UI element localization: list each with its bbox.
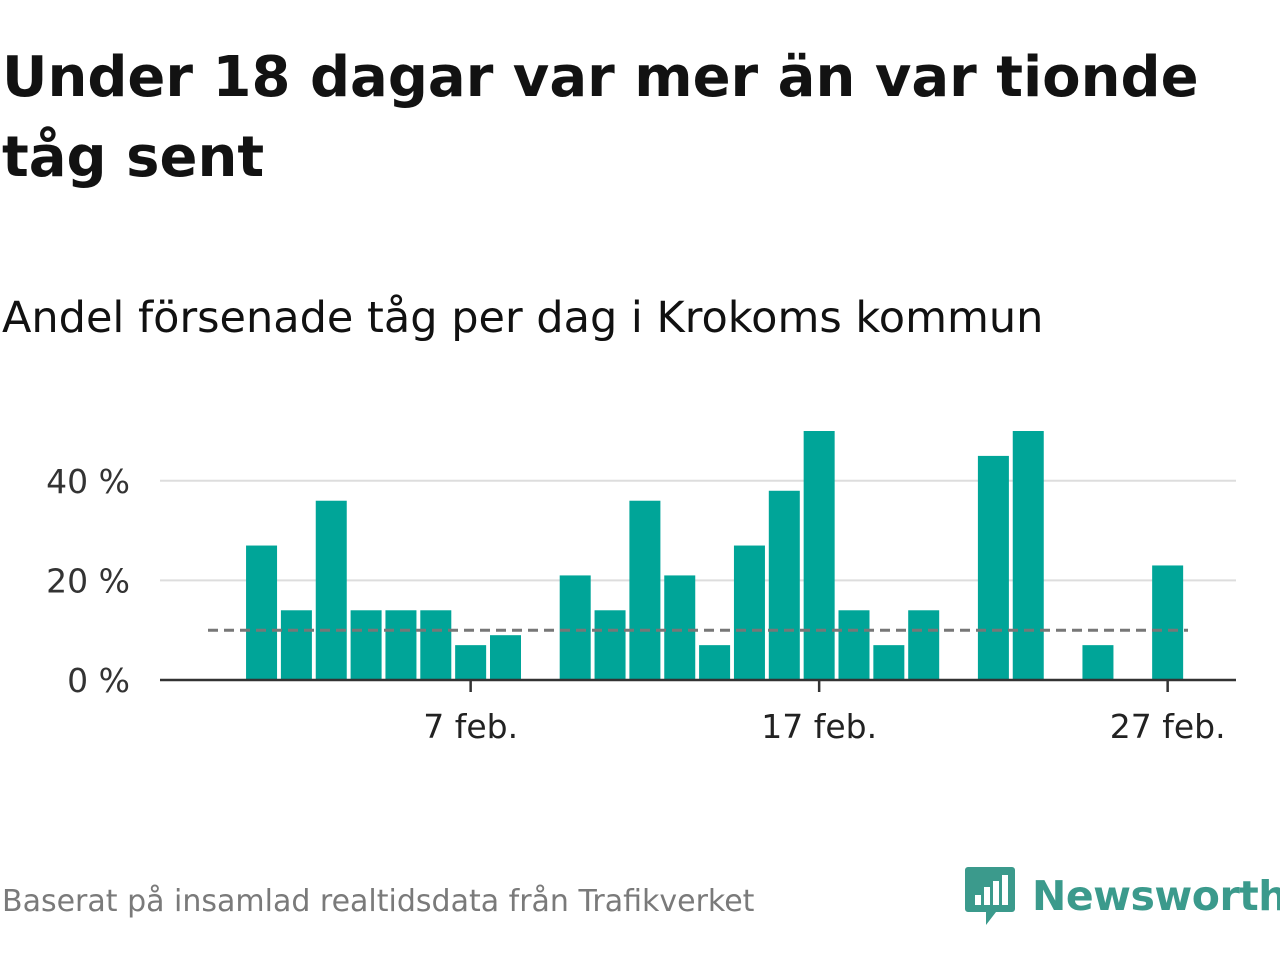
bar — [699, 645, 731, 680]
bar — [385, 610, 417, 680]
bar — [768, 490, 800, 680]
bar — [664, 575, 696, 680]
y-tick-label: 40 % — [46, 462, 130, 501]
x-tick-label: 27 feb. — [1110, 707, 1226, 746]
bar — [838, 610, 870, 680]
bar — [455, 645, 487, 680]
bar — [803, 431, 835, 680]
brand-logo: Newsworthy — [964, 864, 1280, 928]
bar-chart: 0 % 20 % 40 % 7 feb. 17 feb. 27 feb. — [46, 431, 1236, 746]
chart-title: Under 18 dagar var mer än var tionde tåg… — [2, 45, 1199, 190]
bar — [1082, 645, 1114, 680]
x-tick-label: 17 feb. — [761, 707, 877, 746]
bar — [490, 635, 521, 680]
axes: 0 % 20 % 40 % 7 feb. 17 feb. 27 feb. — [46, 462, 1236, 746]
bar — [873, 645, 905, 680]
newsworthy-logo-icon — [965, 867, 1015, 925]
bar — [733, 545, 765, 680]
bar — [977, 455, 1009, 680]
bar — [1152, 565, 1184, 680]
bar — [246, 545, 278, 680]
chart-subtitle: Andel försenade tåg per dag i Krokoms ko… — [2, 293, 1044, 343]
bars — [246, 431, 1184, 680]
bar — [350, 610, 382, 680]
bar — [908, 610, 940, 680]
bar — [280, 610, 312, 680]
y-tick-label: 20 % — [46, 561, 130, 600]
y-tick-label: 0 % — [67, 661, 130, 700]
bar — [1012, 431, 1044, 680]
bar — [420, 610, 452, 680]
bar — [559, 575, 591, 680]
bar — [594, 610, 626, 680]
brand-name: Newsworthy — [1032, 872, 1280, 920]
bar — [315, 500, 347, 680]
source-note: Baserat på insamlad realtidsdata från Tr… — [2, 884, 755, 919]
x-tick-label: 7 feb. — [423, 707, 518, 746]
bar — [629, 500, 661, 680]
